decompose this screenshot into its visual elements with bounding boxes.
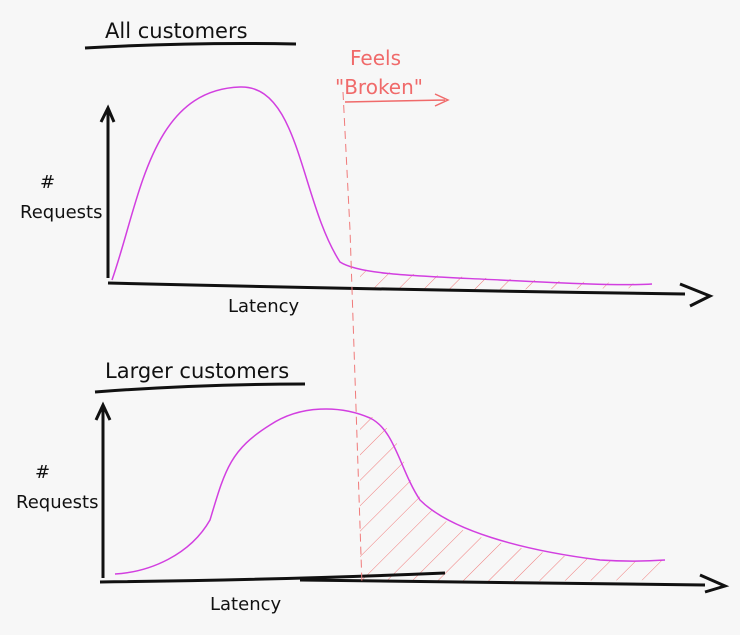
- panel-title: Larger customers: [105, 359, 289, 383]
- annotation-line: Feels: [350, 46, 401, 70]
- y-label: Requests: [16, 492, 99, 513]
- feels-broken-annotation: Feels "Broken": [335, 46, 450, 586]
- x-label: Latency: [210, 594, 281, 615]
- x-label: Latency: [228, 296, 299, 317]
- annotation-arrow: [344, 93, 450, 107]
- y-axis: [99, 104, 116, 278]
- hatched-area: [360, 412, 665, 582]
- x-axis: [99, 571, 730, 594]
- panel-larger-customers: Larger customers # Requests Latency: [16, 359, 730, 615]
- distribution-curve: [111, 86, 653, 286]
- distribution-curve: [114, 408, 666, 575]
- title-underline: [84, 42, 297, 50]
- annotation-line: "Broken": [335, 75, 423, 99]
- y-label-symbol: #: [40, 172, 55, 193]
- threshold-line: [342, 91, 363, 586]
- y-axis: [94, 401, 112, 578]
- x-axis: [107, 281, 714, 308]
- y-label-symbol: #: [35, 462, 50, 483]
- panel-all-customers: All customers # Requests Latency: [20, 19, 714, 317]
- panel-title: All customers: [105, 19, 248, 43]
- title-underline: [94, 382, 306, 394]
- y-label: Requests: [20, 202, 103, 223]
